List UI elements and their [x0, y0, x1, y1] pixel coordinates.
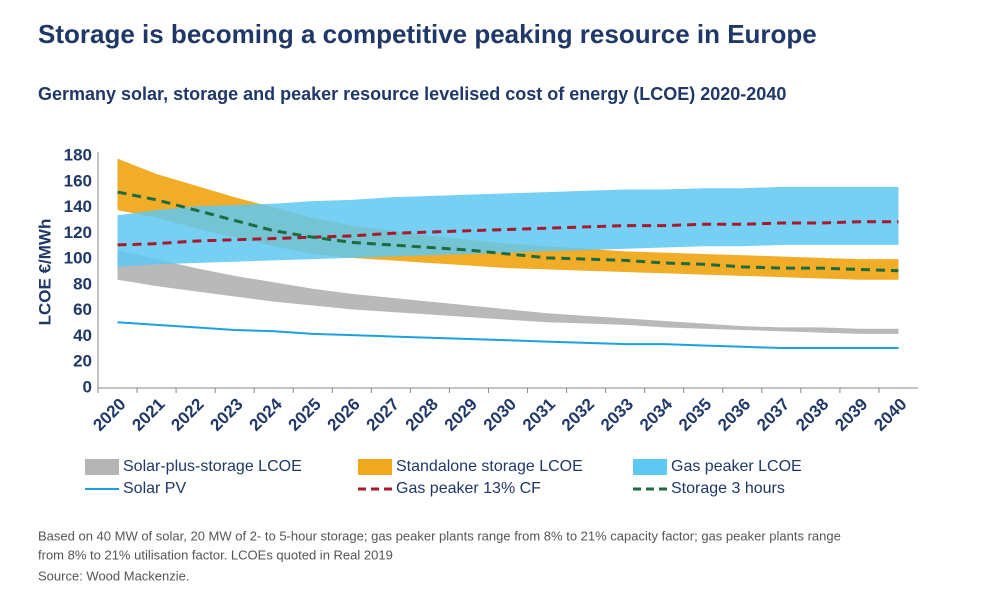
y-tick-label: 100 — [64, 249, 92, 268]
chart-subtitle: Germany solar, storage and peaker resour… — [38, 84, 786, 104]
x-tick-label: 2027 — [363, 395, 403, 435]
footnote: from 8% to 21% utilisation factor. LCOEs… — [38, 547, 393, 562]
legend-swatch — [633, 459, 667, 475]
x-tick-label: 2023 — [206, 395, 246, 435]
y-tick-label: 80 — [73, 274, 92, 293]
y-tick-label: 120 — [64, 223, 92, 242]
range-band — [117, 250, 899, 334]
x-tick-label: 2024 — [246, 394, 287, 435]
line — [117, 321, 899, 350]
x-tick-label: 2034 — [636, 394, 677, 435]
legend-label: Gas peaker LCOE — [671, 458, 802, 475]
legend-swatch — [358, 459, 392, 475]
y-tick-label: 60 — [73, 300, 92, 319]
x-tick-label: 2032 — [558, 395, 598, 435]
x-tick-label: 2026 — [324, 395, 364, 435]
legend-swatch — [85, 459, 119, 475]
x-tick-label: 2030 — [480, 395, 520, 435]
x-tick-label: 2038 — [792, 395, 832, 435]
legend-label: Solar PV — [123, 480, 186, 497]
x-tick-label: 2020 — [89, 395, 129, 435]
x-tick-label: 2022 — [167, 395, 207, 435]
y-tick-label: 140 — [64, 197, 92, 216]
y-tick-label: 40 — [73, 326, 92, 345]
x-tick-label: 2036 — [714, 395, 754, 435]
x-tick-label: 2031 — [519, 395, 559, 435]
y-tick-label: 180 — [64, 145, 92, 164]
y-tick-label: 160 — [64, 171, 92, 190]
x-tick-label: 2021 — [128, 395, 168, 435]
x-tick-label: 2039 — [831, 395, 871, 435]
legend-label: Standalone storage LCOE — [396, 458, 583, 475]
footnote: Based on 40 MW of solar, 20 MW of 2- to … — [38, 528, 841, 543]
legend-label: Storage 3 hours — [671, 480, 785, 497]
x-tick-label: 2029 — [441, 395, 481, 435]
line — [117, 190, 899, 273]
legend-label: Gas peaker 13% CF — [396, 480, 541, 497]
line — [117, 220, 899, 247]
x-tick-label: 2037 — [753, 395, 793, 435]
x-tick-label: 2025 — [285, 395, 325, 435]
range-band — [117, 186, 899, 267]
x-tick-label: 2040 — [870, 395, 910, 435]
x-tick-label: 2033 — [597, 395, 637, 435]
x-tick-label: 2035 — [675, 395, 715, 435]
source: Source: Wood Mackenzie. — [38, 568, 190, 583]
chart-title: Storage is becoming a competitive peakin… — [38, 19, 817, 49]
y-tick-label: 0 — [83, 377, 92, 396]
legend-label: Solar-plus-storage LCOE — [123, 458, 302, 475]
y-tick-label: 20 — [73, 352, 92, 371]
y-axis-label: LCOE €/MWh — [35, 219, 54, 326]
x-tick-label: 2028 — [402, 395, 442, 435]
